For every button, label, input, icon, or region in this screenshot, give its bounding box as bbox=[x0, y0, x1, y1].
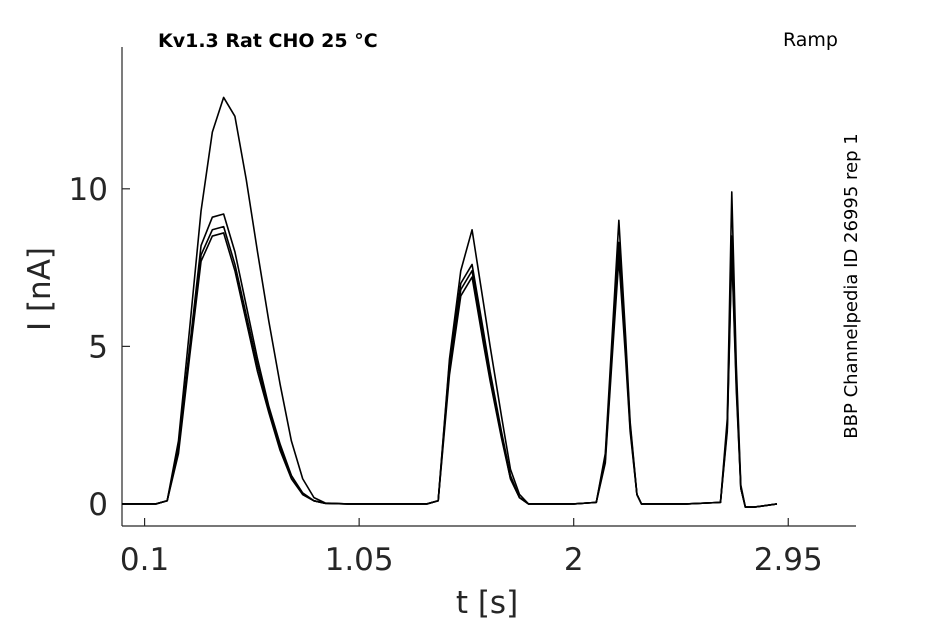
x-tick-label: 2.95 bbox=[754, 542, 823, 578]
chart-labels: Kv1.3 Rat CHO 25 °C Ramp BBP Channelpedi… bbox=[22, 29, 862, 621]
axes: 0.1 1.05 2 2.95 0 5 10 bbox=[69, 47, 856, 578]
current-traces bbox=[122, 96, 778, 508]
chart-title: Kv1.3 Rat CHO 25 °C bbox=[158, 30, 378, 52]
protocol-label: Ramp bbox=[783, 29, 838, 51]
current-trace bbox=[122, 232, 778, 508]
current-trace bbox=[122, 96, 778, 508]
y-tick-label: 10 bbox=[69, 172, 108, 208]
recording-id-label: BBP Channelpedia ID 26995 rep 1 bbox=[841, 133, 862, 438]
x-axis-label: t [s] bbox=[456, 585, 518, 621]
y-tick-label: 0 bbox=[88, 487, 108, 523]
y-axis-label: I [nA] bbox=[22, 247, 58, 331]
x-tick-label: 1.05 bbox=[325, 542, 394, 578]
x-tick-label: 2 bbox=[564, 542, 584, 578]
y-tick-label: 5 bbox=[88, 329, 108, 365]
x-tick-label: 0.1 bbox=[120, 542, 169, 578]
